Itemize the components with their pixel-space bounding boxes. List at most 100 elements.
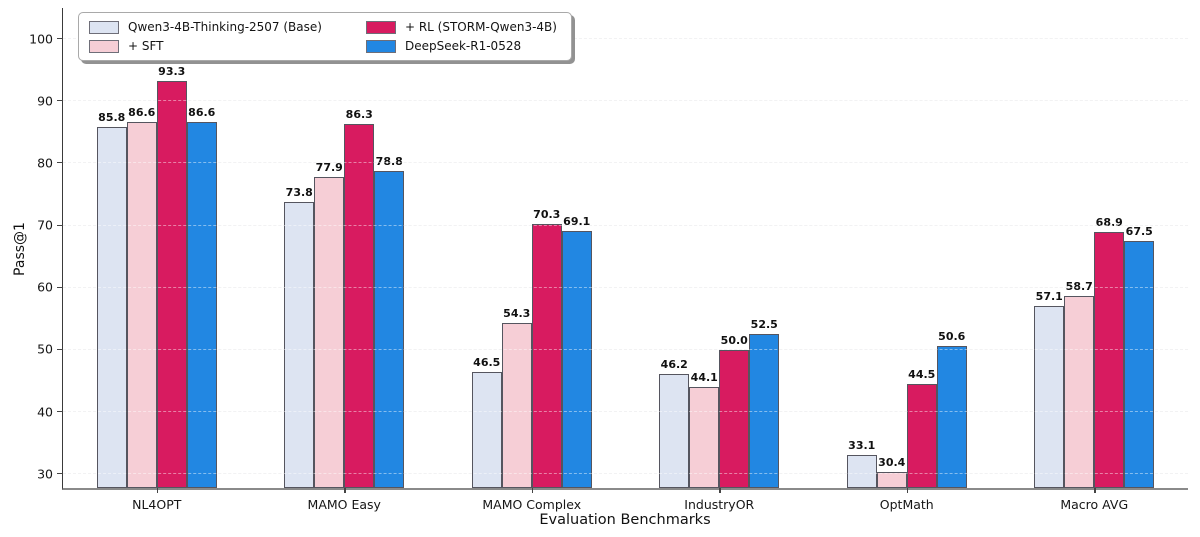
bar-value-label: 67.5: [1125, 225, 1153, 239]
bar-groups: 85.8 86.6 93.3 86.6 NL4OPT 73.8 77.9 86.3 78.8 MA…: [63, 8, 1189, 512]
bar: 85.8: [96, 111, 127, 488]
x-tick-label: MAMO Complex: [482, 497, 582, 512]
y-tick-mark: [57, 100, 63, 102]
x-tick-label: NL4OPT: [132, 497, 182, 512]
bar-value-label: 46.5: [473, 355, 501, 369]
bar-value-label: 69.1: [563, 215, 591, 229]
bar-value-label: 33.1: [848, 439, 876, 453]
bar-value-label: 93.3: [158, 64, 186, 78]
bar-group: 73.8 77.9 86.3 78.8 MAMO Easy: [251, 8, 439, 512]
y-tick-label: 60: [37, 279, 53, 295]
bar-value-label: 30.4: [878, 455, 906, 469]
bar-value-label: 57.1: [1035, 289, 1063, 303]
bar: 50.0: [719, 334, 750, 488]
legend-label: + RL (STORM-Qwen3-4B): [404, 20, 557, 34]
x-tick-label: MAMO Easy: [307, 497, 381, 512]
bar: 46.2: [659, 358, 690, 488]
legend-swatch: [89, 39, 119, 53]
bar: 67.5: [1124, 225, 1155, 488]
bar-value-label: 54.3: [503, 307, 531, 321]
y-tick-mark: [57, 286, 63, 288]
bar: 46.5: [471, 356, 502, 488]
x-tick-mark: [906, 488, 909, 493]
y-tick-mark: [57, 224, 63, 226]
bar: 44.5: [906, 368, 937, 488]
bar-value-label: 86.6: [188, 106, 216, 120]
y-tick-label: 50: [37, 341, 53, 357]
bar: 86.3: [344, 108, 375, 488]
bar: 30.4: [876, 456, 907, 488]
legend-swatch: [89, 20, 119, 34]
y-tick-mark: [57, 162, 63, 164]
y-axis-label: Pass@1: [12, 222, 29, 276]
bar-value-label: 78.8: [375, 154, 403, 168]
bar-value-label: 86.6: [128, 106, 156, 120]
legend-swatch: [365, 39, 396, 53]
x-tick-label: IndustryOR: [684, 497, 755, 512]
bar-value-label: 52.5: [750, 318, 778, 332]
y-tick-mark: [57, 411, 63, 413]
y-tick-mark: [57, 38, 63, 40]
bar-value-label: 77.9: [315, 160, 343, 174]
legend-item: + RL (STORM-Qwen3-4B): [365, 20, 557, 34]
bar: 77.9: [314, 161, 345, 488]
bar: 73.8: [284, 186, 315, 488]
bar-value-label: 68.9: [1095, 216, 1123, 230]
legend-label: DeepSeek-R1-0528: [404, 39, 522, 53]
x-tick-label: OptMath: [879, 497, 934, 512]
legend: Qwen3-4B-Thinking-2507 (Base) + SFT + RL (…: [78, 12, 572, 61]
y-tick-mark: [57, 348, 63, 350]
x-axis-label: Evaluation Benchmarks: [539, 512, 711, 528]
x-tick-mark: [344, 488, 346, 493]
bar: 44.1: [689, 371, 720, 488]
y-tick-label: 40: [37, 403, 53, 419]
legend-swatch: [365, 20, 396, 34]
legend-label: + SFT: [128, 39, 164, 53]
bar: 93.3: [156, 65, 187, 488]
y-tick-label: 30: [37, 466, 53, 482]
x-tick-label: Macro AVG: [1060, 497, 1129, 512]
plot-area: 85.8 86.6 93.3 86.6 NL4OPT 73.8 77.9 86.3 78.8 MA…: [29, 8, 1189, 512]
bar-group: 46.2 44.1 50.0 52.5 IndustryOR: [626, 8, 814, 512]
x-tick-mark: [719, 488, 721, 493]
legend-item: + SFT: [89, 39, 322, 53]
legend-item: DeepSeek-R1-0528: [365, 39, 557, 53]
bar: 50.6: [936, 330, 967, 488]
bar-value-label: 50.6: [938, 330, 966, 344]
bar-value-label: 58.7: [1065, 279, 1093, 293]
bar: 68.9: [1094, 216, 1125, 488]
bar-group: 46.5 54.3 70.3 69.1 MAMO Complex: [438, 8, 626, 512]
bar-value-label: 44.5: [908, 368, 936, 382]
x-tick-mark: [531, 488, 534, 493]
bar-group: 57.1 58.7 68.9 67.5 Macro AVG: [1001, 8, 1189, 512]
bar: 78.8: [374, 155, 405, 488]
bar-value-label: 44.1: [690, 370, 718, 384]
y-tick-mark: [57, 473, 63, 475]
bar: 86.6: [126, 106, 157, 488]
bar: 69.1: [561, 215, 592, 488]
bar-value-label: 86.3: [345, 108, 373, 122]
legend-label: Qwen3-4B-Thinking-2507 (Base): [128, 20, 322, 34]
bar: 52.5: [749, 318, 780, 488]
bar-value-label: 70.3: [533, 207, 561, 221]
bar-group: 33.1 30.4 44.5 50.6 OptMath: [813, 8, 1001, 512]
bar: 58.7: [1064, 280, 1095, 488]
x-tick-mark: [156, 488, 159, 493]
legend-item: Qwen3-4B-Thinking-2507 (Base): [89, 20, 322, 34]
y-tick-label: 80: [37, 155, 53, 171]
bar-group: 85.8 86.6 93.3 86.6 NL4OPT: [63, 8, 251, 512]
bar: 86.6: [186, 106, 217, 488]
bar-value-label: 73.8: [285, 186, 313, 199]
bar-value-label: 46.2: [660, 357, 688, 371]
y-axis-label-wrap: Pass@1: [8, 8, 32, 490]
y-tick-label: 90: [37, 93, 53, 109]
bar: 57.1: [1034, 290, 1065, 488]
y-tick-label: 70: [37, 217, 53, 233]
bar: 70.3: [531, 208, 562, 488]
bar: 54.3: [501, 307, 532, 488]
bar-value-label: 85.8: [98, 111, 126, 125]
bar: 33.1: [846, 439, 877, 488]
bar-value-label: 50.0: [720, 333, 748, 347]
y-tick-label: 100: [29, 30, 53, 46]
